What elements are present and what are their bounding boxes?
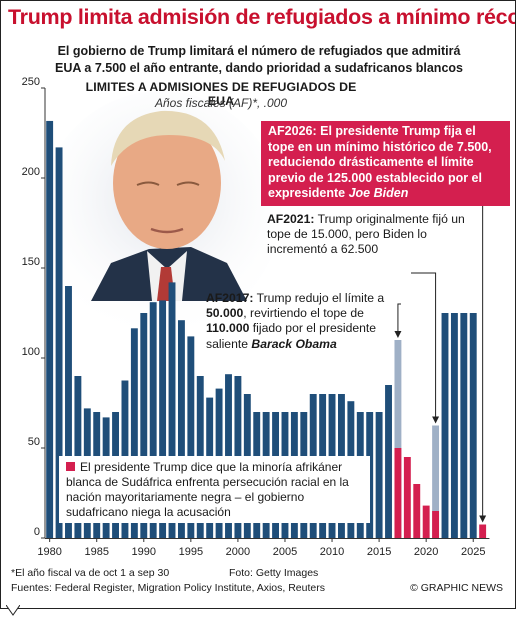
bar-2019 [413,484,421,538]
bar-prior-cap-2017 [394,340,402,538]
publisher-credit: © GRAPHIC NEWS [410,582,503,594]
y-axis: 0 50 100 150 200 250 [22,76,46,539]
x-tick-label: 2005 [273,546,297,558]
x-tick-label: 1995 [179,546,203,558]
annotation-af2026-text: El presidente Trump fija el tope en un m… [268,124,492,201]
bar-1992 [159,300,167,538]
subtitle: El gobierno de Trump limitará el número … [11,43,507,77]
annotation-arrows [394,206,487,523]
x-tick-label: 2000 [226,546,250,558]
callout-tail [6,605,20,616]
annotation-af2017-name: Barack Obama [251,336,337,351]
chart-title: LIMITES A ADMISIONES DE REFUGIADOS DE EU… [85,80,357,108]
bar-2017 [394,448,402,538]
annotation-af2017-text1: Trump redujo el límite a [253,291,385,305]
legend-swatch [66,462,75,471]
y-tick-label: 0 [34,526,40,538]
photo-credit: Foto: Getty Images [229,567,319,579]
x-tick-label: 1985 [84,546,108,558]
legend: El presidente Trump dice que la minoría … [59,456,370,523]
bar-2020 [422,505,430,538]
bar-2023 [450,313,458,538]
x-tick-label: 2020 [414,546,438,558]
bar-2015 [375,412,383,538]
trump-portrait-photo [41,91,281,331]
arrow-af2026-head [479,515,487,523]
x-tick-label: 2015 [367,546,391,558]
arrow-af2017-head [394,331,402,338]
annotation-af2026-name: Joe Biden [348,186,409,201]
x-tick-label: 2010 [320,546,344,558]
arrow-af2021-head [432,416,440,424]
annotation-af2026: AF2026: El presidente Trump fija el tope… [261,121,510,206]
footnote: *El año fiscal va de oct 1 a sep 30 [11,567,170,579]
annotation-af2017-text3: fijado por el presidente saliente [206,321,377,351]
annotation-af2017-text2: , revirtiendo el tope de [243,306,364,321]
headline: Trump limita admisión de refugiados a mí… [8,5,516,29]
bar-1980 [46,120,54,538]
arrow-af2017-line [397,303,401,332]
bar-1993 [168,282,176,538]
annotation-af2017: AF2017: Trump redujo el límite a 50.000,… [206,291,402,352]
bar-1990 [140,313,148,538]
y-tick-label: 100 [22,346,40,358]
y-tick-label: 150 [22,256,40,268]
bar-1991 [149,302,157,538]
bar-2024 [460,313,468,538]
arrow-af2021-line [411,272,437,418]
x-tick-label: 1990 [132,546,156,558]
y-tick-label: 200 [22,166,40,178]
x-tick-label: 1980 [37,546,61,558]
annotation-af2021-lead: AF2021: [267,212,315,226]
bar-2025 [469,313,477,538]
bar-1982 [65,286,72,538]
y-tick-label: 250 [22,76,40,88]
bar-prior-cap-2021 [432,425,440,538]
bar-1994 [177,320,185,538]
annotation-af2017-num2: 110.000 [206,321,250,336]
bar-2022 [441,313,449,538]
annotation-af2021-text: Trump originalmente fijó un tope de 15.0… [267,212,465,257]
x-axis: 1980 1985 1990 1995 2000 2005 2010 2015 2020 2025 [37,538,490,558]
subtitle-line-1: El gobierno de Trump limitará el número … [57,44,461,58]
subtitle-line-2: EUA a 7.500 el año entrante, dando prior… [55,61,463,75]
bar-1995 [187,336,195,538]
bar-2018 [403,457,411,538]
y-tick-label: 50 [28,436,40,448]
sources: Fuentes: Federal Register, Migration Pol… [11,582,325,594]
chart-subtitle: Años fiscales (AF)*, .000 [154,96,288,110]
annotation-af2017-num1: 50.000 [206,306,244,321]
annotation-af2021: AF2021: Trump originalmente fijó un tope… [267,212,483,258]
bar-1981 [55,147,63,538]
bar-2026 [479,524,487,538]
bar-1989 [130,328,138,538]
bar-2016 [385,385,392,538]
annotation-af2017-lead: AF2017: [206,291,254,305]
legend-text: El presidente Trump dice que la minoría … [66,460,349,519]
bar-2021 [432,511,440,538]
x-tick-label: 2025 [461,546,485,558]
annotation-af2026-lead: AF2026: [268,124,317,138]
